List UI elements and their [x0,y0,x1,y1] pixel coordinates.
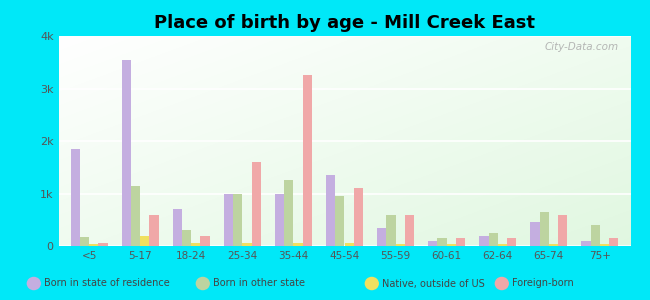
Bar [507,238,516,246]
Bar [405,214,414,246]
Bar [354,188,363,246]
Bar [131,186,140,246]
Bar [386,214,396,246]
Bar [98,243,107,246]
Bar [600,244,609,246]
Text: Native, outside of US: Native, outside of US [382,278,485,289]
Bar [303,75,312,246]
Bar [140,236,150,246]
Bar [200,236,210,246]
Bar [377,228,386,246]
Text: Born in other state: Born in other state [213,278,306,289]
Bar [609,238,618,246]
Bar [71,149,80,246]
Bar [549,244,558,246]
Bar [591,225,600,246]
Bar [489,233,498,246]
Bar [530,222,540,246]
Bar [242,243,252,246]
Bar [191,243,200,246]
Bar [275,194,284,246]
Bar [224,194,233,246]
Title: Place of birth by age - Mill Creek East: Place of birth by age - Mill Creek East [154,14,535,32]
Bar [80,236,89,246]
Bar [335,196,345,246]
Bar [344,243,354,246]
Bar [437,238,447,246]
Bar [233,194,242,246]
Bar [173,209,182,246]
Text: City-Data.com: City-Data.com [545,42,619,52]
Bar [182,230,191,246]
Bar [326,175,335,246]
Bar [558,214,567,246]
Bar [498,244,507,246]
Bar [456,238,465,246]
Bar [540,212,549,246]
Bar [150,214,159,246]
Bar [252,162,261,246]
Bar [396,244,405,246]
Text: Foreign-born: Foreign-born [512,278,574,289]
Bar [293,243,303,246]
Bar [447,244,456,246]
Bar [428,241,437,246]
Bar [479,236,489,246]
Text: Born in state of residence: Born in state of residence [44,278,170,289]
Bar [284,180,293,246]
Bar [122,60,131,246]
Bar [89,244,98,246]
Bar [582,241,591,246]
